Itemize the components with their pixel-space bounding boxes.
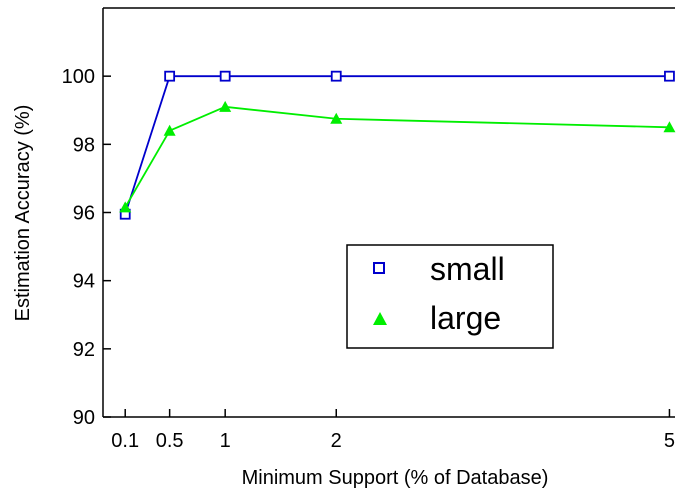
series-layer [119, 70, 676, 220]
y-axis-label: Estimation Accuracy (%) [12, 105, 34, 322]
x-axis-label: Minimum Support (% of Database) [242, 467, 549, 489]
y-tick-label: 90 [73, 407, 95, 429]
y-tick-label: 98 [73, 134, 95, 156]
data-point-small [219, 70, 231, 82]
data-point-large [119, 201, 132, 213]
x-tick-label: 0.5 [156, 430, 184, 452]
y-tick-label: 94 [73, 271, 95, 293]
plot-frame [102, 7, 675, 418]
y-axis-ticks: 90 92 94 96 98 100 [62, 66, 111, 429]
y-tick-label: 100 [62, 66, 95, 88]
data-point-small [664, 70, 675, 82]
series-line-large [124, 105, 670, 208]
legend: small large [346, 244, 554, 349]
x-tick-label: 1 [220, 430, 231, 452]
legend-label-large: large [430, 300, 501, 336]
data-point-large [663, 121, 676, 133]
y-tick-label: 92 [73, 339, 95, 361]
data-point-large [330, 112, 343, 124]
data-point-small [330, 70, 342, 82]
data-point-large [219, 100, 232, 112]
x-tick-label: 2 [331, 430, 342, 452]
x-axis-ticks: 0.1 0.5 1 2 5 [111, 409, 675, 452]
x-tick-label: 0.1 [111, 430, 139, 452]
series-line-small [124, 75, 670, 215]
data-point-large [163, 124, 176, 136]
x-tick-label: 5 [664, 430, 675, 452]
legend-marker-small [373, 262, 385, 274]
legend-label-small: small [430, 251, 505, 287]
data-point-small [164, 70, 176, 82]
y-tick-label: 96 [73, 203, 95, 225]
legend-marker-large [373, 312, 387, 325]
